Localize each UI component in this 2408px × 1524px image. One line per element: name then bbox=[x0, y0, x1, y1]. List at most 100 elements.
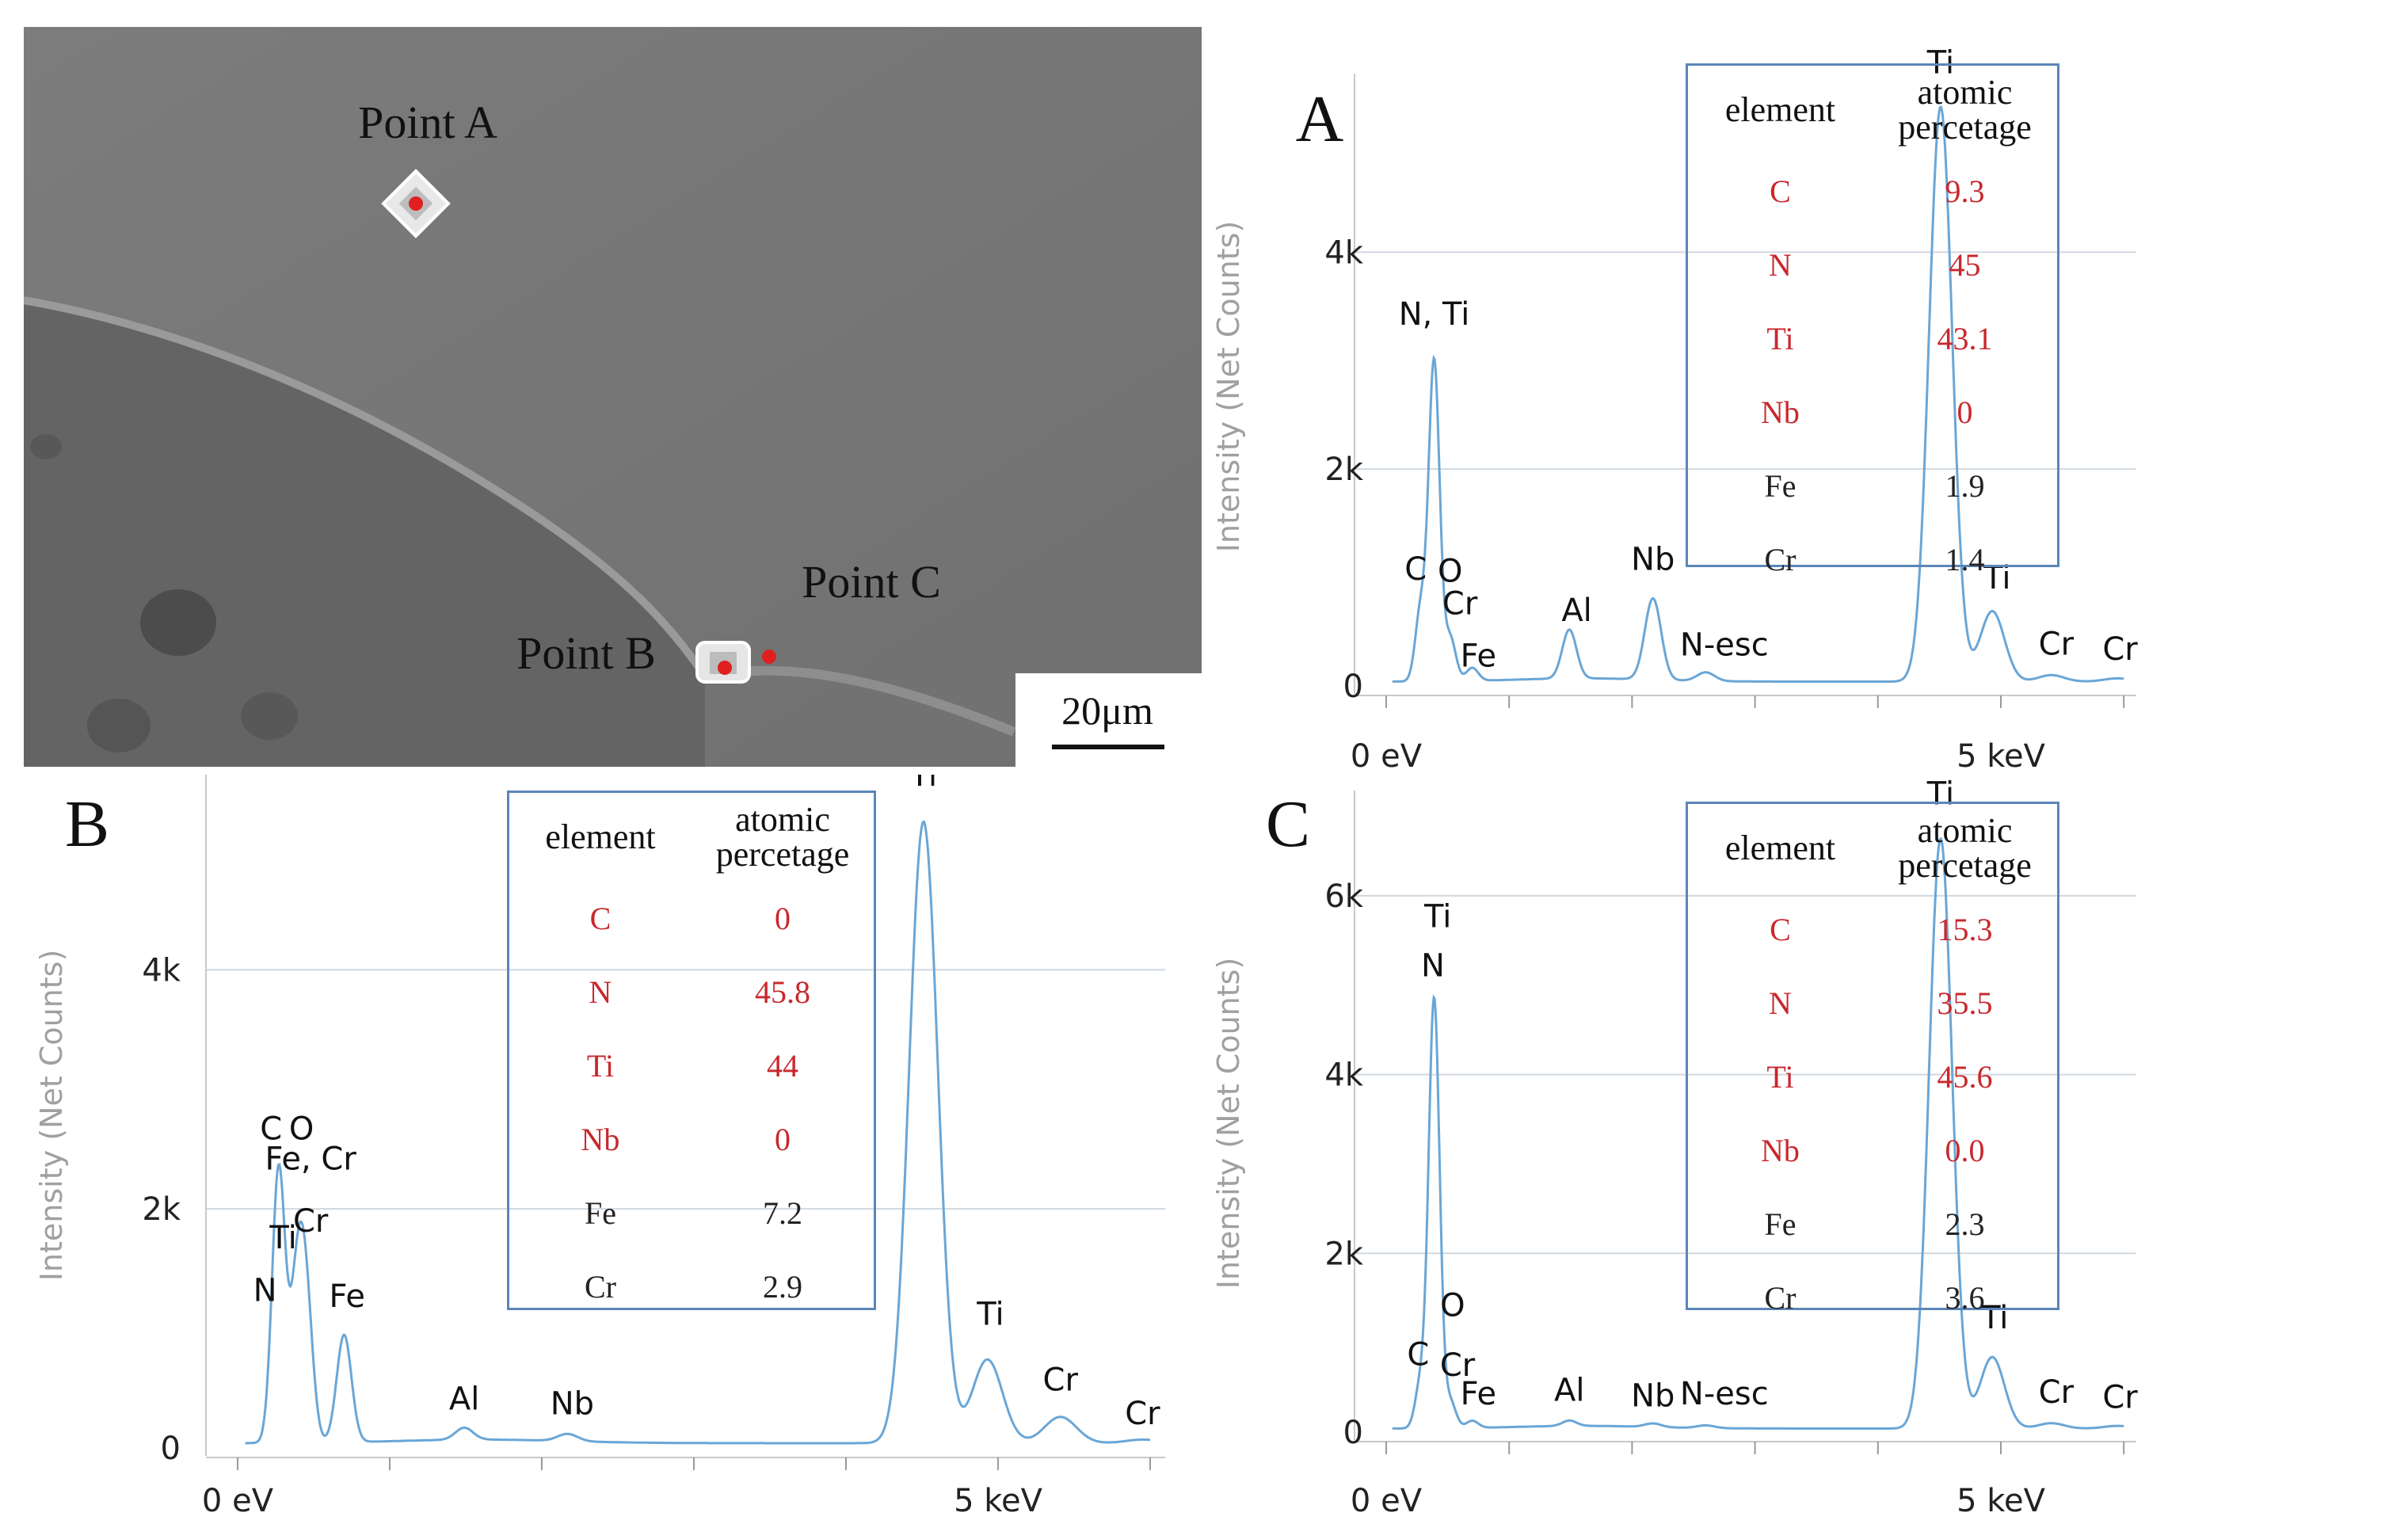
peak-label: Ti bbox=[269, 1220, 296, 1256]
peak-label: Fe bbox=[1461, 638, 1496, 674]
table-cell: Nb bbox=[1688, 1132, 1873, 1169]
table-cell: C bbox=[1688, 911, 1873, 948]
y-axis-label: Intensity (Net Counts) bbox=[1211, 958, 1246, 1290]
point-c-marker bbox=[762, 650, 776, 664]
peak-label: Ti bbox=[1423, 898, 1451, 935]
table-cell: 3.6 bbox=[1873, 1279, 2057, 1316]
table-cell: Ti bbox=[1688, 320, 1873, 357]
table-header-element: element bbox=[509, 820, 692, 855]
panel-letter: C bbox=[1266, 787, 1310, 861]
table-cell: Cr bbox=[509, 1268, 692, 1305]
sem-micrograph: Point A Point B Point C 20μm bbox=[24, 27, 1202, 767]
y-tick-label: 4k bbox=[1324, 1057, 1363, 1094]
peak-label: Cr bbox=[1442, 586, 1478, 623]
table-cell: Cr bbox=[1688, 1279, 1873, 1316]
table-cell: 0 bbox=[692, 900, 874, 937]
peak-label: N-esc bbox=[1680, 627, 1769, 664]
peak-label: N bbox=[253, 1272, 277, 1309]
table-cell: Nb bbox=[509, 1121, 692, 1158]
table-cell: 2.3 bbox=[1873, 1206, 2057, 1243]
scale-bar-label: 20μm bbox=[1061, 688, 1153, 733]
table-cell: 45.6 bbox=[1873, 1058, 2057, 1095]
peak-label: Cr bbox=[293, 1203, 329, 1240]
table-cell: C bbox=[509, 900, 692, 937]
peak-label: C bbox=[1407, 1336, 1429, 1373]
peak-label: Ti bbox=[909, 775, 937, 794]
table-cell: Ti bbox=[509, 1047, 692, 1084]
y-tick-label: 2k bbox=[1324, 1236, 1363, 1272]
table-cell: 44 bbox=[692, 1047, 874, 1084]
point-b-label: Point B bbox=[516, 627, 656, 679]
table-cell: 45.8 bbox=[692, 973, 874, 1011]
table-cell: Cr bbox=[1688, 541, 1873, 578]
peak-label: C bbox=[1404, 551, 1427, 588]
peak-label: Fe bbox=[1461, 1376, 1496, 1412]
y-tick-label: 4k bbox=[142, 952, 181, 989]
panel-letter: A bbox=[1296, 82, 1344, 156]
peak-label: Cr bbox=[2039, 626, 2075, 662]
y-tick-label: 0 bbox=[1343, 669, 1363, 705]
x-tick-label: 5 keV bbox=[1956, 738, 2046, 775]
table-cell: 2.9 bbox=[692, 1268, 874, 1305]
peak-label: N, Ti bbox=[1399, 296, 1470, 333]
table-header-percentage: atomic percetage bbox=[1873, 813, 2057, 883]
scale-bar bbox=[1052, 745, 1164, 749]
y-axis-label: Intensity (Net Counts) bbox=[34, 950, 69, 1282]
y-axis-label: Intensity (Net Counts) bbox=[1211, 221, 1246, 553]
table-cell: 0 bbox=[692, 1121, 874, 1158]
table-cell: N bbox=[1688, 246, 1873, 284]
table-cell: 45 bbox=[1873, 246, 2057, 284]
y-tick-label: 2k bbox=[1324, 451, 1363, 488]
peak-label: O bbox=[1438, 554, 1462, 590]
table-cell: N bbox=[509, 973, 692, 1011]
table-cell: Ti bbox=[1688, 1058, 1873, 1095]
table-cell: C bbox=[1688, 173, 1873, 210]
panel-letter: B bbox=[65, 787, 109, 861]
sem-dark-spot bbox=[140, 589, 216, 656]
table-cell: Fe bbox=[1688, 467, 1873, 505]
table-cell: 9.3 bbox=[1873, 173, 2057, 210]
x-tick-label: 5 keV bbox=[954, 1483, 1043, 1519]
table-cell: 15.3 bbox=[1873, 911, 2057, 948]
table-header-percentage: atomic percetage bbox=[1873, 75, 2057, 145]
peak-label: Ti bbox=[976, 1297, 1004, 1333]
peak-label: Nb bbox=[551, 1386, 594, 1423]
peak-label: Al bbox=[1561, 592, 1591, 629]
sem-dark-spot bbox=[87, 699, 150, 752]
y-tick-label: 6k bbox=[1324, 878, 1363, 915]
table-cell: N bbox=[1688, 985, 1873, 1022]
peak-label: O bbox=[1440, 1287, 1465, 1324]
peak-label: Cr bbox=[1125, 1396, 1160, 1432]
table-cell: 0.0 bbox=[1873, 1132, 2057, 1169]
peak-label: Al bbox=[1554, 1373, 1584, 1409]
y-tick-label: 0 bbox=[161, 1431, 181, 1467]
peak-label: Fe, Cr bbox=[265, 1141, 357, 1177]
table-cell: 43.1 bbox=[1873, 320, 2057, 357]
point-a-label: Point A bbox=[358, 97, 497, 148]
table-cell: 1.9 bbox=[1873, 467, 2057, 505]
peak-label: Al bbox=[449, 1381, 479, 1418]
table-header-element: element bbox=[1688, 831, 1873, 866]
point-c-label: Point C bbox=[802, 556, 941, 608]
peak-label: Cr bbox=[2039, 1374, 2075, 1411]
x-tick-label: 0 eV bbox=[1351, 738, 1423, 775]
point-a-marker bbox=[409, 196, 423, 211]
peak-label: Cr bbox=[1043, 1362, 1079, 1399]
peak-label: Nb bbox=[1631, 1377, 1675, 1414]
table-header-percentage: atomic percetage bbox=[692, 802, 874, 872]
x-tick-label: 5 keV bbox=[1956, 1483, 2046, 1519]
y-tick-label: 0 bbox=[1343, 1415, 1363, 1451]
x-tick-label: 0 eV bbox=[202, 1483, 274, 1519]
point-b-marker bbox=[718, 661, 732, 675]
sem-dark-spot bbox=[30, 434, 62, 459]
table-cell: 35.5 bbox=[1873, 985, 2057, 1022]
peak-label: Fe bbox=[330, 1278, 365, 1315]
table-cell: 0 bbox=[1873, 394, 2057, 431]
table-header-element: element bbox=[1688, 93, 1873, 128]
sem-dark-spot bbox=[241, 692, 298, 740]
table-cell: Fe bbox=[1688, 1206, 1873, 1243]
peak-label: Nb bbox=[1631, 542, 1675, 578]
